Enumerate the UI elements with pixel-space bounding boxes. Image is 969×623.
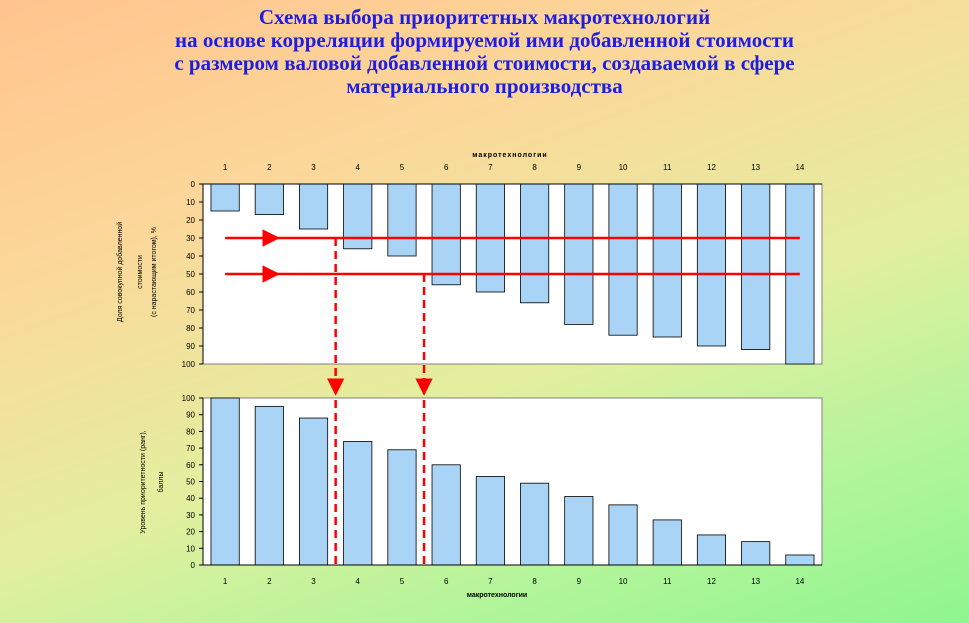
bottom-y-axis-label: Уровень приоритетности (ранг), баллы xyxy=(140,430,165,533)
chart-title: Схема выбора приоритетных макротехнологи… xyxy=(0,6,969,98)
top-bar xyxy=(564,183,594,325)
top-bar xyxy=(254,183,284,216)
title-line: на основе корреляции формируемой ими доб… xyxy=(175,28,794,52)
top-x-tick-label: 5 xyxy=(400,163,405,172)
top-x-tick-label: 12 xyxy=(707,163,716,172)
bottom-x-axis-label: макротехнологии xyxy=(467,592,527,599)
bottom-bar xyxy=(475,476,505,566)
bottom-x-tick-label: 11 xyxy=(663,577,672,586)
title-line: с размером валовой добавленной стоимости… xyxy=(174,51,795,75)
bottom-y-tick-label: 100 xyxy=(182,394,196,403)
top-x-tick-label: 11 xyxy=(663,163,672,172)
top-x-tick-label: 8 xyxy=(532,163,537,172)
top-bar xyxy=(298,183,329,230)
bottom-bar xyxy=(741,541,771,566)
top-y-tick-label: 80 xyxy=(186,324,195,333)
bottom-x-tick-label: 4 xyxy=(356,577,361,586)
top-x-tick-label: 13 xyxy=(751,163,760,172)
bottom-y-tick-label: 30 xyxy=(186,511,195,520)
bottom-bar xyxy=(254,405,284,566)
top-y-tick-label: 40 xyxy=(186,252,195,261)
top-y-axis-label: Доля совокупной добавленной стоимости (с… xyxy=(116,222,158,322)
bottom-bar xyxy=(520,482,550,566)
bottom-x-tick-label: 12 xyxy=(707,577,716,586)
bottom-x-tick-label: 2 xyxy=(267,577,272,586)
bottom-x-tick-label: 7 xyxy=(488,577,493,586)
top-y-tick-label: 100 xyxy=(182,360,196,369)
top-x-tick-label: 14 xyxy=(795,163,804,172)
bottom-bar xyxy=(652,519,682,566)
top-bar xyxy=(696,183,727,347)
bottom-plot-area xyxy=(202,397,823,566)
bottom-y-axis-label-line: баллы xyxy=(157,472,165,493)
top-y-tick-label: 20 xyxy=(186,216,195,225)
top-y-tick-label: 30 xyxy=(186,234,195,243)
bottom-bar xyxy=(431,464,461,566)
top-bar xyxy=(431,183,461,286)
bottom-x-tick-label: 3 xyxy=(311,577,316,586)
bottom-y-tick-label: 80 xyxy=(186,427,195,436)
bottom-y-tick-label: 40 xyxy=(186,494,195,503)
top-bar xyxy=(652,183,682,338)
bottom-y-tick-label: 90 xyxy=(186,411,195,420)
bottom-x-tick-label: 5 xyxy=(400,577,405,586)
top-bar xyxy=(741,183,771,351)
title-line: Схема выбора приоритетных макротехнологи… xyxy=(258,5,711,29)
top-y-axis-label-line: стоимости xyxy=(137,255,144,289)
bottom-x-tick-label: 9 xyxy=(577,577,582,586)
bottom-y-tick-label: 50 xyxy=(186,478,195,487)
bottom-bar xyxy=(608,504,638,566)
bottom-bar xyxy=(696,534,727,566)
top-x-tick-label: 2 xyxy=(267,163,272,172)
bottom-y-tick-label: 10 xyxy=(186,544,195,553)
bottom-bar xyxy=(564,496,594,566)
plot-layer xyxy=(202,183,823,566)
top-x-tick-label: 3 xyxy=(311,163,316,172)
bottom-y-tick-label: 70 xyxy=(186,444,195,453)
top-y-axis-label-line: (с нарастающим итогом), % xyxy=(151,227,158,317)
title-line: материального производства xyxy=(346,74,623,98)
top-x-tick-label: 4 xyxy=(356,163,361,172)
top-y-tick-label: 60 xyxy=(186,288,195,297)
top-y-tick-label: 90 xyxy=(186,342,195,351)
top-bar xyxy=(387,183,417,257)
top-x-axis-label: макротехнологии xyxy=(472,152,547,159)
top-x-tick-label: 6 xyxy=(444,163,449,172)
bottom-bar xyxy=(210,397,240,566)
bottom-bar xyxy=(785,554,815,566)
top-x-tick-label: 9 xyxy=(577,163,582,172)
top-x-tick-label: 7 xyxy=(488,163,493,172)
top-bar xyxy=(210,183,240,212)
top-bar xyxy=(520,183,550,304)
top-y-axis-label-line: Доля совокупной добавленной xyxy=(116,222,124,322)
annotation-layer xyxy=(225,229,800,565)
bottom-y-tick-label: 0 xyxy=(191,561,196,570)
top-y-tick-label: 50 xyxy=(186,270,195,279)
bottom-bar xyxy=(298,417,329,566)
top-bar xyxy=(608,183,638,336)
top-y-tick-label: 0 xyxy=(191,180,196,189)
top-x-tick-label: 1 xyxy=(223,163,228,172)
bottom-x-tick-label: 8 xyxy=(532,577,537,586)
top-x-tick-label: 10 xyxy=(619,163,628,172)
bottom-x-tick-label: 6 xyxy=(444,577,449,586)
top-y-tick-label: 70 xyxy=(186,306,195,315)
bottom-x-tick-label: 10 xyxy=(619,577,628,586)
bottom-y-axis-label-line: Уровень приоритетности (ранг), xyxy=(140,430,147,533)
bottom-y-tick-label: 60 xyxy=(186,461,195,470)
bottom-y-tick-label: 20 xyxy=(186,528,195,537)
bottom-x-tick-label: 13 xyxy=(751,577,760,586)
bottom-x-tick-label: 1 xyxy=(223,577,228,586)
bottom-bar xyxy=(387,449,417,566)
bottom-x-tick-label: 14 xyxy=(795,577,804,586)
top-y-tick-label: 10 xyxy=(186,198,195,207)
bottom-bar xyxy=(343,441,373,566)
